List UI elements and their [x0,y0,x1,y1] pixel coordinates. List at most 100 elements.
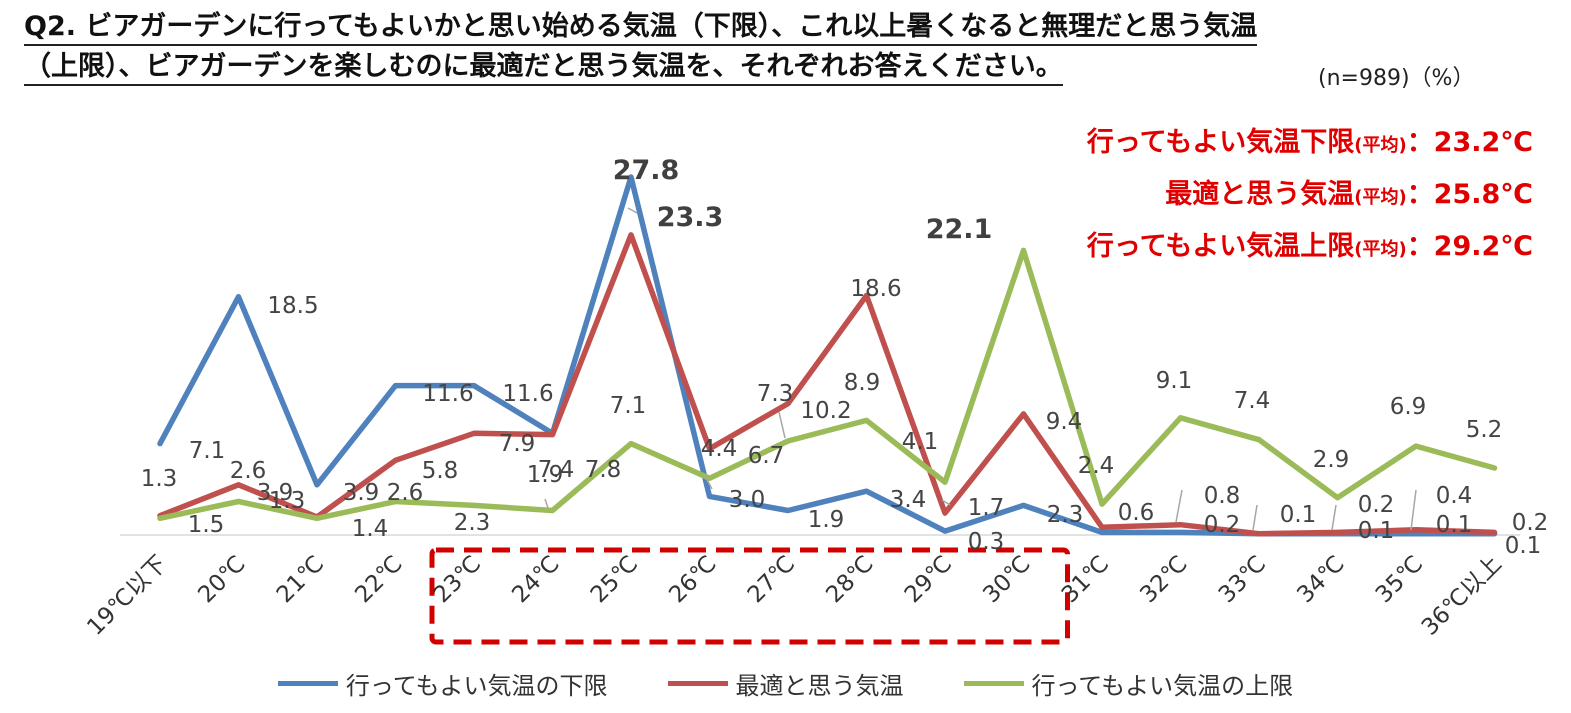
data-label: 7.9 [499,431,536,457]
data-label: 1.3 [269,488,306,514]
average-lower-suffix: (平均) [1354,135,1407,156]
x-tick-label: 28℃ [821,551,878,608]
data-label: 11.6 [502,381,553,407]
x-tick-label: 34℃ [1292,551,1349,608]
x-tick-label: 20℃ [193,551,250,608]
legend-item-upper: 行ってもよい気温の上限 [963,666,1293,701]
x-tick-label: 27℃ [743,551,800,608]
data-label: 0.2 [1204,512,1241,538]
x-tick-label: 23℃ [429,551,486,608]
data-label: 1.5 [188,512,225,538]
data-label: 7.1 [610,393,647,419]
data-label: 18.5 [267,293,318,319]
data-label: 2.6 [230,458,267,484]
average-upper-value: ：29.2℃ [1406,231,1533,262]
chart-legend: 行ってもよい気温の下限 最適と思う気温 行ってもよい気温の上限 [0,666,1571,701]
legend-label-optimal: 最適と思う気温 [735,672,904,700]
average-lower-label: 行ってもよい気温下限 [1086,127,1355,158]
label-leader-line [1331,504,1337,531]
data-label: 9.4 [1046,409,1083,435]
legend-swatch-lower [277,681,338,686]
data-label: 1.9 [527,462,564,488]
label-leader-line [941,499,951,506]
x-tick-label: 19℃以下 [82,551,172,641]
data-label: 27.8 [613,155,680,186]
data-label: 3.4 [890,487,927,513]
x-tick-label: 32℃ [1135,551,1192,608]
average-optimal-suffix: (平均) [1354,187,1407,208]
data-label: 2.4 [1078,453,1115,479]
series-line-3 [157,247,1498,522]
label-leader-line [1410,489,1417,531]
data-label: 3.9 [257,480,294,506]
x-tick-label: 33℃ [1214,551,1271,608]
average-optimal-label: 最適と思う気温 [1165,179,1355,210]
data-label: 6.9 [1390,394,1427,420]
legend-label-lower: 行ってもよい気温の下限 [345,672,608,700]
x-tick-label: 36℃以上 [1417,551,1507,641]
legend-item-lower: 行ってもよい気温の下限 [277,666,608,701]
data-label: 0.3 [968,529,1005,555]
data-label: 9.1 [1156,368,1193,394]
x-tick-label: 30℃ [978,551,1035,608]
data-label: 2.6 [387,480,424,506]
data-label: 1.7 [968,495,1005,521]
data-label: 0.2 [1358,492,1395,518]
data-label: 5.2 [1466,417,1503,443]
average-lower-value: ：23.2℃ [1406,127,1533,158]
data-label: 2.9 [1313,447,1350,473]
data-label: 0.1 [1505,533,1542,559]
average-upper-label: 行ってもよい気温上限 [1086,231,1355,262]
data-label: 18.6 [850,276,901,302]
legend-item-optimal: 最適と思う気温 [667,666,904,701]
x-tick-label: 24℃ [507,551,564,608]
data-label: 23.3 [657,202,724,233]
average-lower-limit: 行ってもよい気温下限(平均)：23.2℃ [1087,120,1533,159]
data-label: 11.6 [422,381,473,407]
data-label: 7.4 [1234,388,1271,414]
highlight-box [429,547,1070,645]
data-label: 0.1 [1358,518,1395,544]
data-label: 5.8 [422,458,459,484]
data-label: 7.1 [189,438,226,464]
data-label: 0.1 [1280,502,1317,528]
data-label: 8.9 [844,370,881,396]
data-label: 7.3 [757,381,794,407]
data-label: 22.1 [926,214,993,245]
x-tick-label: 21℃ [272,551,329,608]
data-label: 0.2 [1512,510,1549,536]
label-leader-line [544,498,549,509]
label-leader-line [778,411,786,439]
x-tick-label: 25℃ [586,551,643,608]
data-label: 4.4 [701,436,738,462]
legend-swatch-optimal [667,681,728,686]
label-leader-line [627,207,638,214]
data-label: 2.3 [454,510,491,536]
average-upper-limit: 行ってもよい気温上限(平均)：29.2℃ [1087,224,1533,263]
data-label: 3.0 [729,487,766,513]
data-label: 7.8 [585,457,622,483]
data-label: 0.6 [1118,500,1155,526]
data-label: 0.4 [1436,483,1473,509]
chart-title-line1: Q2. ビアガーデンに行ってもよいかと思い始める気温（下限）、これ以上暑くなると… [24,10,1258,46]
average-optimal: 最適と思う気温(平均)：25.8℃ [1165,172,1533,211]
data-label: 1.4 [352,516,389,542]
x-tick-label: 35℃ [1371,551,1428,608]
chart-title-line2: （上限）、ビアガーデンを楽しむのに最適だと思う気温を、それぞれお答えください。 [24,50,1063,86]
data-label: 0.8 [1204,483,1241,509]
average-upper-suffix: (平均) [1354,239,1407,260]
sample-size-note: (n=989)（%） [1318,66,1475,91]
label-leader-line [1175,489,1183,523]
x-tick-label: 29℃ [900,551,957,608]
legend-swatch-upper [963,681,1024,686]
data-label: 7.4 [538,457,575,483]
label-leader-line [704,475,713,490]
data-label: 0.1 [1436,512,1473,538]
x-tick-label: 26℃ [664,551,721,608]
data-label: 1.3 [141,466,178,492]
data-label: 3.9 [343,480,380,506]
data-label: 6.7 [748,443,785,469]
series-line-2 [157,232,1498,537]
data-label: 1.9 [808,507,845,533]
